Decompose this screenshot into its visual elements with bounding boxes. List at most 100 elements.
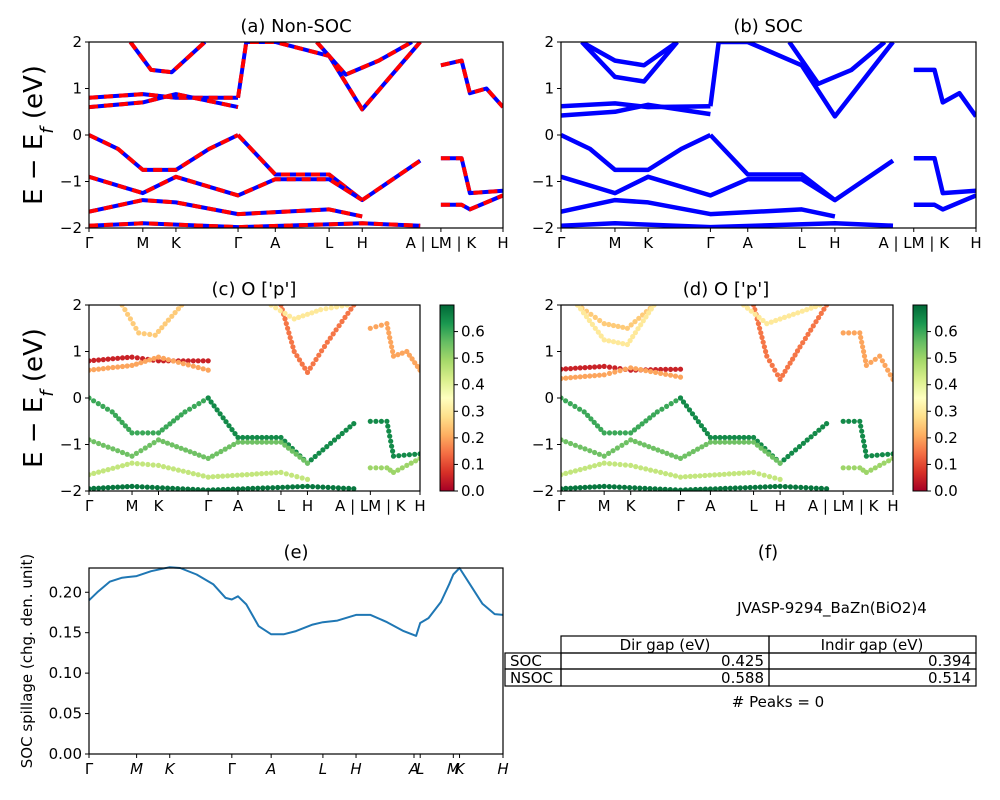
projected-band-point (758, 445, 764, 451)
projected-band-point (624, 341, 631, 348)
y-tick-label: 0 (544, 126, 554, 144)
projected-band-point (651, 305, 657, 308)
projected-band-point (617, 368, 623, 374)
projected-band-point (285, 445, 292, 451)
projected-band-point (677, 374, 684, 380)
projected-band-point (205, 395, 211, 401)
projected-band-point (205, 367, 211, 373)
y-tick-label: 0.15 (49, 624, 82, 642)
projected-band-point (798, 484, 804, 490)
projected-band-point (417, 451, 420, 457)
projected-band-point (285, 484, 291, 490)
projected-band-point (104, 406, 111, 412)
projected-band-point (731, 434, 738, 441)
projected-band-point (606, 484, 612, 490)
projected-band-point (627, 338, 633, 344)
band-line-blue (440, 58, 503, 109)
projected-band-point (578, 306, 584, 312)
x-tick-label: A (233, 497, 244, 515)
projected-band-point (263, 470, 269, 476)
y-tick-label: 2 (544, 296, 554, 314)
projected-band-point (601, 321, 607, 327)
projected-band-point (664, 450, 670, 456)
projected-band-point (278, 469, 284, 475)
projected-band-point (619, 442, 625, 448)
projected-band-point (214, 451, 220, 457)
projected-band-point (293, 451, 299, 457)
projected-band-point (348, 306, 354, 312)
projected-band-point (804, 437, 810, 443)
projected-band-point (781, 457, 787, 463)
projected-band-point (741, 305, 747, 308)
projected-band-point (260, 485, 266, 491)
projected-band-point (777, 316, 783, 322)
projected-band-point (759, 334, 765, 341)
projected-band-point (620, 324, 626, 330)
projected-band-point (787, 484, 794, 490)
projected-band-point (622, 430, 629, 436)
x-tick-label: K (154, 497, 165, 515)
projected-band-point (174, 415, 180, 421)
x-tick-label: K (171, 234, 182, 252)
projected-band-point (282, 316, 288, 322)
y-tick-label: 2 (544, 33, 554, 51)
projected-band-point (145, 430, 151, 436)
projected-band-point (632, 485, 638, 491)
projected-band-point (273, 439, 279, 445)
projected-band-point (190, 363, 196, 369)
projected-band-point (283, 471, 289, 477)
projected-band-point (682, 487, 689, 491)
band-line-red-dashed (440, 193, 503, 212)
projected-band-point (652, 486, 658, 491)
band-line (787, 42, 887, 87)
projected-band-point (782, 368, 788, 374)
panel-e-plot-area: 0.000.050.100.150.20Γ M K Γ A L H AL MK H (49, 566, 509, 778)
projected-band-point (414, 363, 420, 369)
projected-band-point (211, 403, 217, 409)
projected-band-point (641, 442, 647, 448)
projected-band-point (601, 460, 607, 466)
projected-band-point (668, 401, 674, 407)
projected-band-point (760, 339, 766, 345)
band-line (580, 42, 679, 84)
projected-band-point (568, 485, 574, 491)
projected-band-point (882, 362, 888, 368)
projected-band-point (417, 367, 420, 373)
projected-band-point (643, 466, 649, 472)
projected-band-point (677, 487, 684, 491)
projected-band-point (319, 348, 325, 354)
projected-band-point (612, 365, 618, 371)
x-tick-label: L (416, 760, 424, 778)
projected-band-point (707, 439, 714, 445)
band-line-red-dashed (236, 42, 422, 112)
projected-band-point (813, 485, 819, 491)
projected-band-point (100, 366, 106, 372)
x-tick-label: M (136, 234, 149, 252)
projected-band-point (335, 434, 341, 440)
projected-band-point (751, 434, 757, 441)
projected-band-point (129, 362, 135, 368)
projected-band-point (614, 445, 621, 451)
projected-band-point (119, 419, 125, 425)
projected-band-point (89, 472, 92, 478)
projected-band-point (226, 444, 232, 450)
projected-band-point (289, 448, 295, 454)
projected-band-point (302, 365, 308, 371)
projected-band-point (389, 443, 395, 449)
colorbar-tick-label: 0.0 (461, 482, 485, 500)
projected-band-point (134, 355, 140, 361)
projected-band-point (790, 356, 796, 362)
band-line (708, 133, 895, 203)
projected-band-point (668, 452, 675, 458)
y-tick-label: 0 (72, 389, 82, 407)
x-tick-label: L (749, 497, 758, 515)
projected-band-point (582, 465, 588, 471)
projected-band-point (385, 423, 391, 429)
band-line-blue (89, 133, 239, 172)
projected-band-point (632, 319, 638, 325)
projected-band-point (800, 340, 806, 346)
projected-band-point (769, 454, 776, 460)
projected-band-point (334, 305, 340, 310)
projected-band-point (96, 366, 102, 372)
projected-band-point (567, 401, 573, 407)
